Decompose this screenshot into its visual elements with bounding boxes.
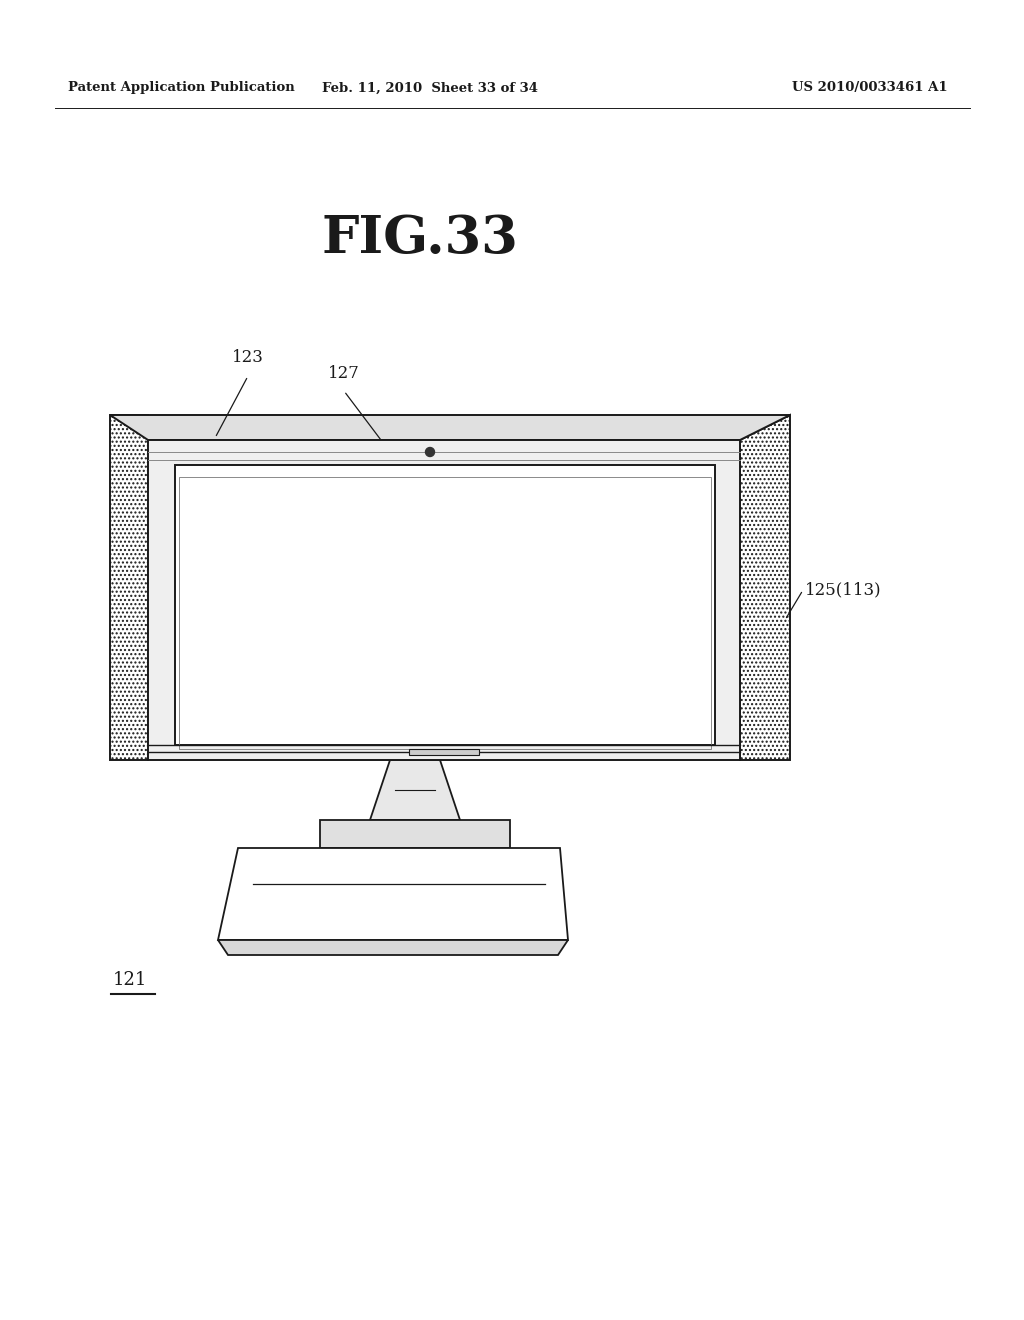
Bar [409, 748, 479, 755]
Text: 121: 121 [113, 972, 147, 989]
Bar [110, 414, 148, 760]
Polygon shape [740, 414, 790, 760]
Polygon shape [370, 760, 460, 820]
Bar [148, 440, 740, 760]
Text: 123: 123 [232, 350, 264, 367]
Bar [319, 820, 510, 847]
Polygon shape [218, 847, 568, 940]
Bar [175, 465, 715, 744]
Bar [179, 477, 711, 748]
Text: 125(113): 125(113) [805, 582, 882, 598]
Text: US 2010/0033461 A1: US 2010/0033461 A1 [793, 82, 948, 95]
Text: Feb. 11, 2010  Sheet 33 of 34: Feb. 11, 2010 Sheet 33 of 34 [322, 82, 538, 95]
Circle shape [426, 447, 434, 457]
Polygon shape [218, 940, 568, 954]
Polygon shape [110, 414, 790, 440]
Text: 127: 127 [328, 364, 360, 381]
Text: Patent Application Publication: Patent Application Publication [68, 82, 295, 95]
Text: FIG.33: FIG.33 [322, 213, 518, 264]
